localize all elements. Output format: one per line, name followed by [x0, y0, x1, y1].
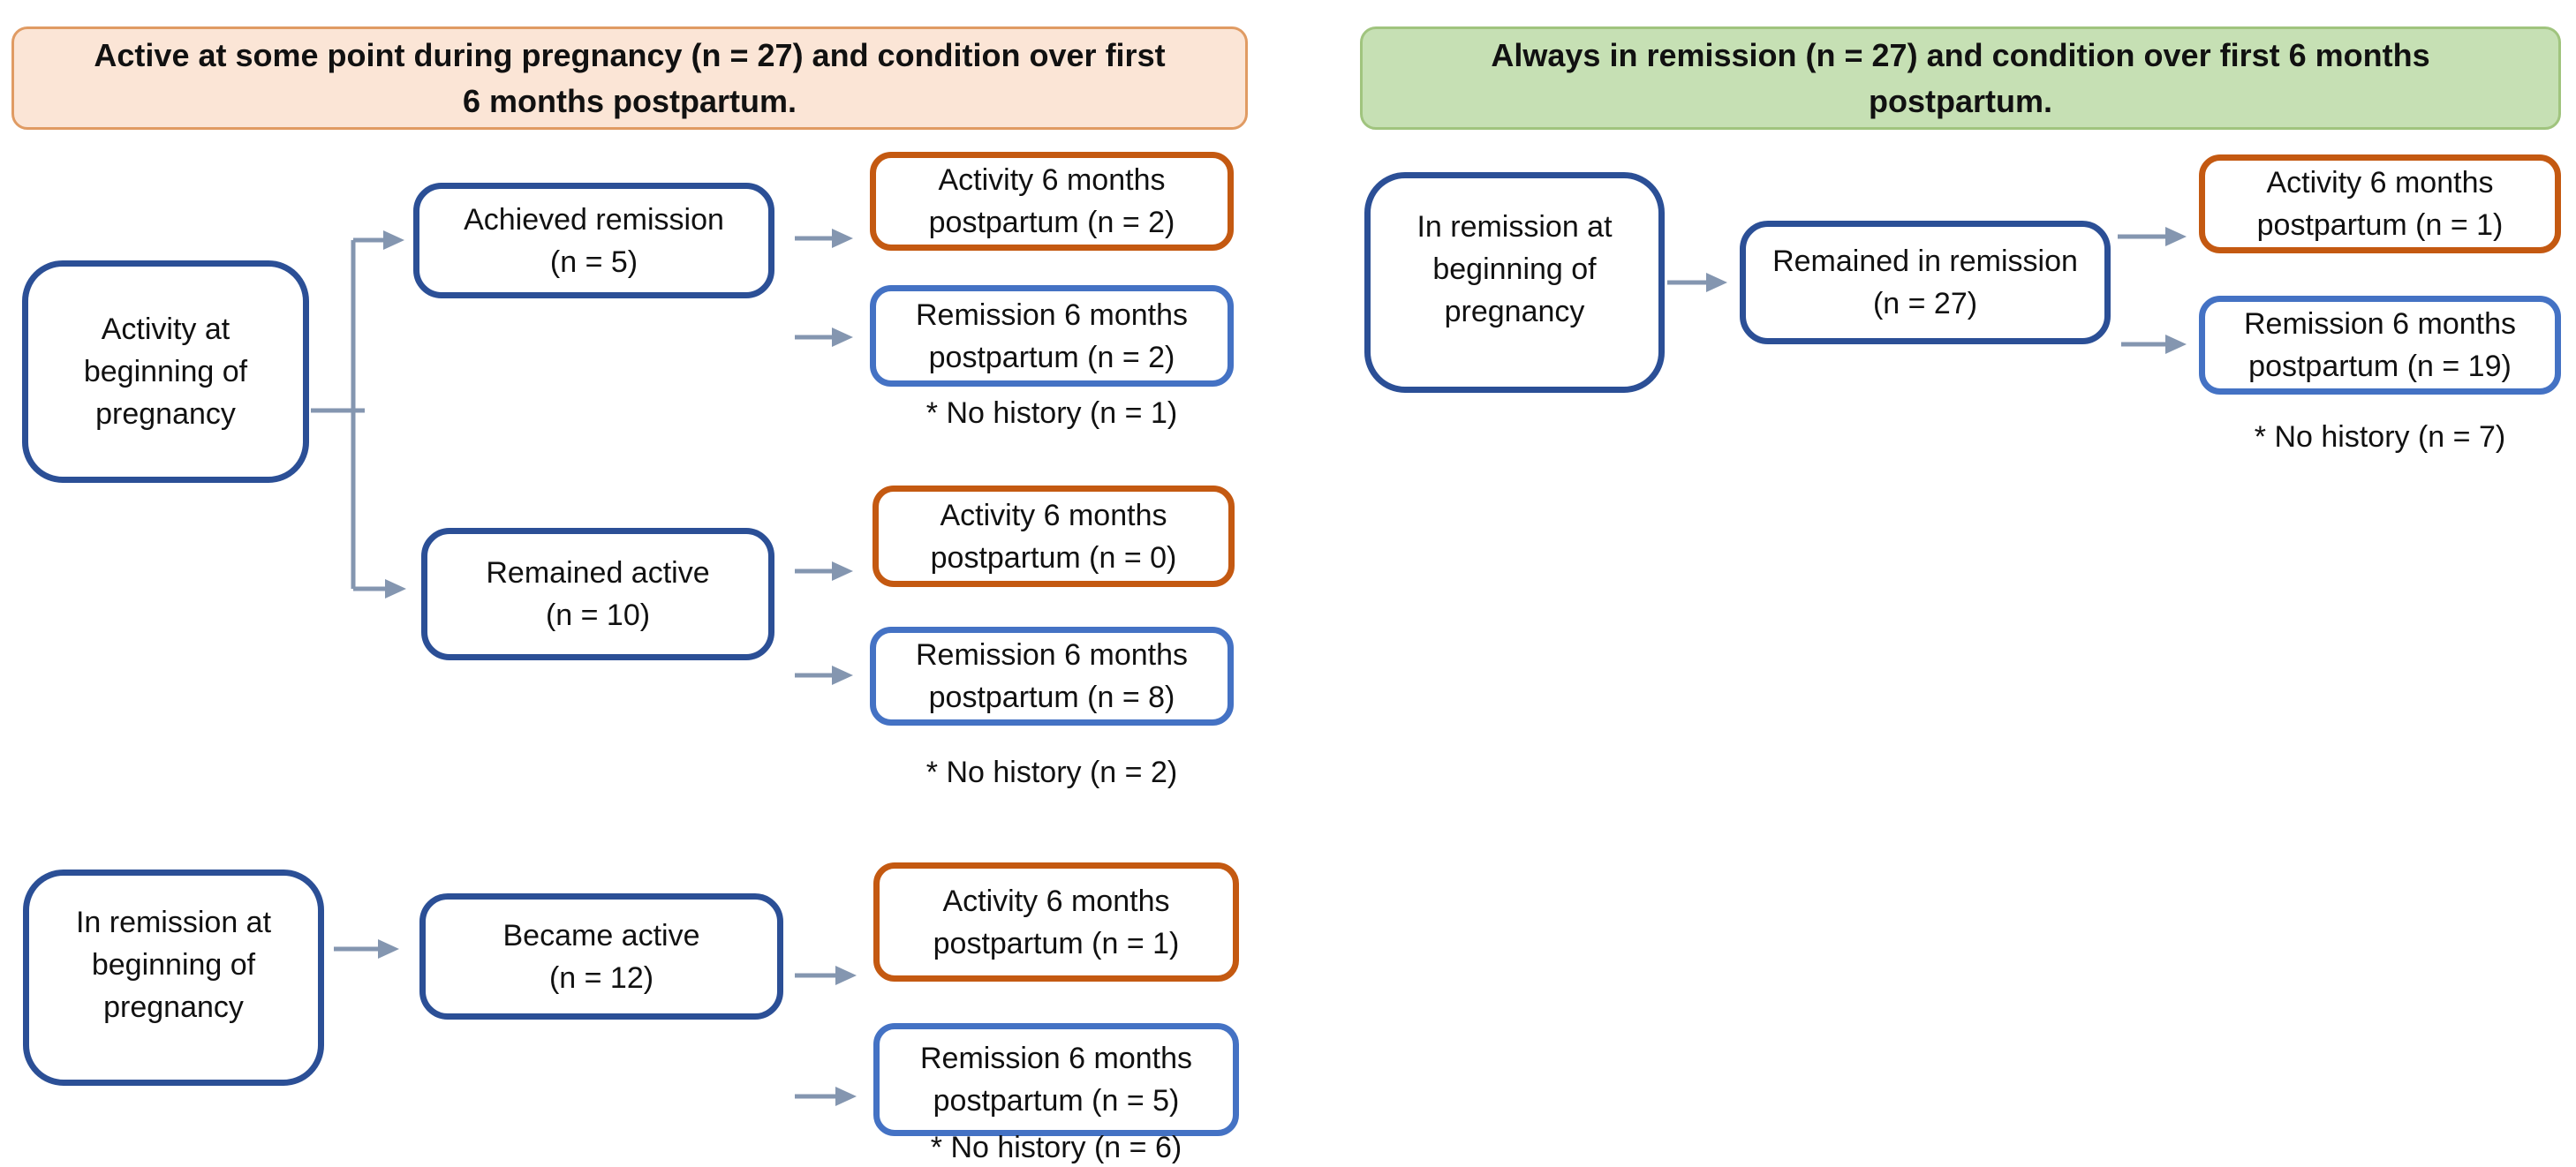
- node-activity-6m-postpartum-n1: Activity 6 months postpartum (n = 1): [873, 862, 1239, 982]
- node-remained-in-remission: Remained in remission (n = 27): [1740, 221, 2111, 344]
- node-remained-active: Remained active (n = 10): [421, 528, 774, 660]
- node-activity-6m-postpartum-n2: Activity 6 months postpartum (n = 2): [870, 152, 1234, 251]
- node-remission-6m-postpartum-n2: Remission 6 months postpartum (n = 2): [870, 285, 1234, 387]
- node-activity-at-beginning: Activity at beginning of pregnancy: [22, 260, 309, 483]
- note-no-history-n1: * No history (n = 1): [925, 396, 1178, 430]
- node-remission-6m-postpartum-n19: Remission 6 months postpartum (n = 19): [2199, 296, 2561, 395]
- left-panel-header: Active at some point during pregnancy (n…: [11, 26, 1248, 130]
- node-achieved-remission: Achieved remission (n = 5): [413, 183, 774, 298]
- node-remission-6m-postpartum-n8: Remission 6 months postpartum (n = 8): [870, 627, 1234, 726]
- note-no-history-n2: * No history (n = 2): [925, 756, 1178, 789]
- node-became-active: Became active (n = 12): [419, 893, 783, 1020]
- right-panel-header: Always in remission (n = 27) and conditi…: [1360, 26, 2561, 130]
- note-no-history-n6: * No history (n = 6): [930, 1131, 1182, 1164]
- node-remission-6m-postpartum-n5: Remission 6 months postpartum (n = 5): [873, 1023, 1239, 1136]
- node-activity-6m-postpartum-n0: Activity 6 months postpartum (n = 0): [873, 486, 1235, 587]
- node-in-remission-at-beginning-left: In remission at beginning of pregnancy: [23, 870, 324, 1086]
- note-no-history-n7: * No history (n = 7): [2254, 420, 2506, 454]
- node-activity-6m-postpartum-n1-right: Activity 6 months postpartum (n = 1): [2199, 154, 2561, 253]
- node-in-remission-at-beginning-right: In remission at beginning of pregnancy: [1364, 172, 1665, 393]
